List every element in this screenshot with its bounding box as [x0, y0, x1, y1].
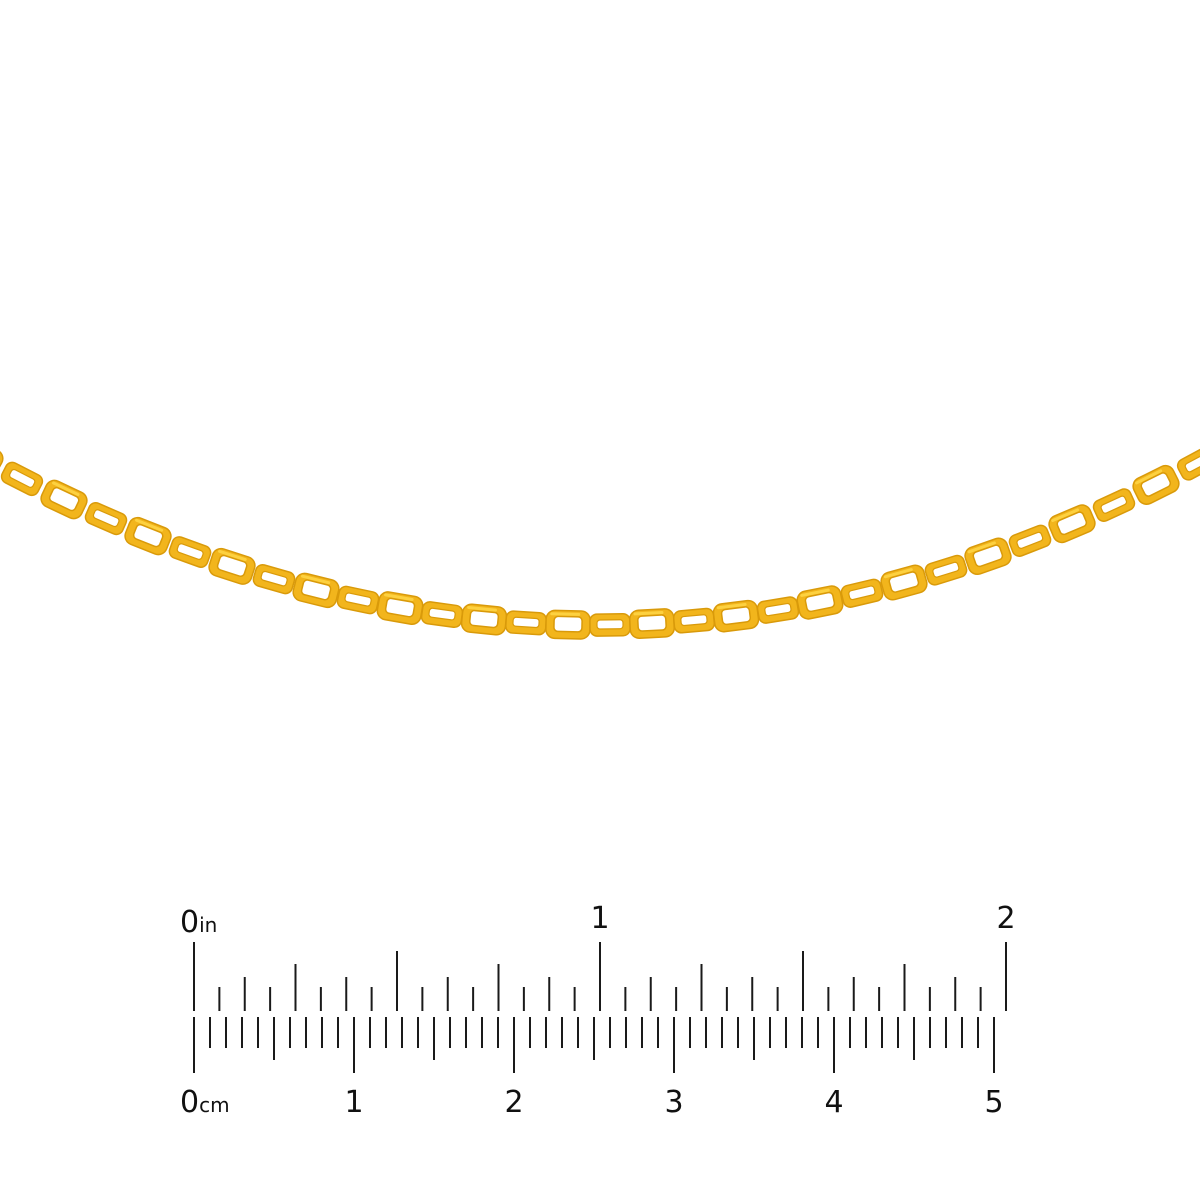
chain-link	[460, 603, 508, 636]
cm-label-5: 5	[984, 1085, 1003, 1120]
chain-link	[336, 585, 380, 615]
chain-link	[964, 537, 1012, 576]
cm-label-3: 3	[664, 1085, 683, 1120]
ruler-ticks	[193, 942, 1007, 1073]
chain-link	[208, 547, 256, 585]
chain-link	[0, 461, 44, 497]
chain-link	[880, 564, 928, 601]
chain-link	[545, 609, 591, 640]
chain-link	[84, 501, 128, 536]
chain-link	[252, 563, 296, 595]
chain-link	[1048, 504, 1096, 544]
chain-link	[589, 612, 631, 637]
inch-zero-label: 0in	[180, 905, 217, 940]
chain-link	[796, 585, 844, 620]
inch-label-2: 2	[996, 901, 1015, 936]
chain-link	[840, 578, 884, 608]
cm-zero-label: 0cm	[180, 1085, 230, 1120]
chain-link	[672, 607, 716, 634]
chain-link	[124, 516, 172, 556]
chain-link	[505, 610, 547, 636]
chain-link	[1008, 524, 1052, 557]
chain-link	[292, 572, 340, 609]
chain-link	[168, 536, 212, 568]
chain-link	[629, 608, 675, 639]
cm-label-2: 2	[504, 1085, 523, 1120]
chain-link	[376, 591, 424, 625]
chain-link	[40, 479, 88, 520]
chain-link	[712, 599, 760, 633]
cm-label-4: 4	[824, 1085, 843, 1120]
chain-link	[1092, 488, 1136, 522]
chain-link	[1132, 464, 1180, 505]
chain-link	[756, 596, 800, 624]
cm-label-1: 1	[344, 1085, 363, 1120]
inch-label-1: 1	[590, 901, 609, 936]
chain-link	[924, 554, 968, 586]
